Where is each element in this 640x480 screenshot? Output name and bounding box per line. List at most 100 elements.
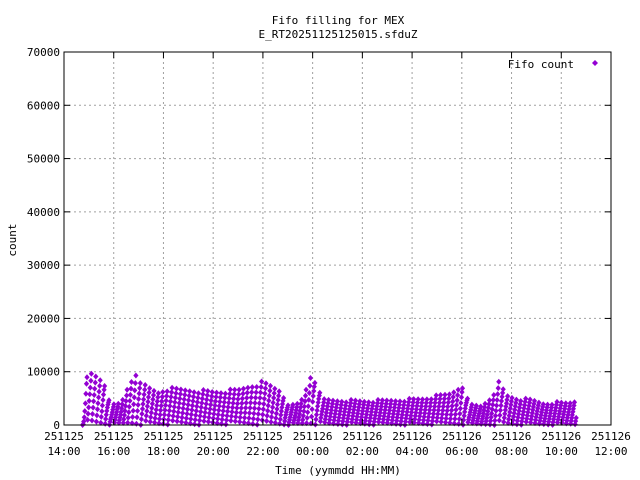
data-point [478, 403, 484, 410]
data-point [456, 416, 462, 422]
data-point [412, 416, 418, 423]
data-point [262, 390, 268, 397]
data-point [517, 404, 523, 411]
data-point [231, 395, 237, 402]
data-point [430, 414, 436, 421]
data-point [177, 391, 183, 397]
data-point [362, 417, 368, 424]
data-point [246, 410, 253, 416]
data-point [232, 418, 238, 425]
data-point [181, 396, 187, 403]
data-point [563, 400, 569, 407]
data-point [240, 385, 247, 392]
data-point [558, 402, 564, 409]
data-point [169, 389, 175, 396]
data-point [421, 413, 427, 420]
data-point [323, 413, 329, 419]
data-point [276, 388, 282, 395]
data-point [343, 402, 349, 409]
data-point [411, 396, 417, 403]
data-point [290, 401, 296, 408]
data-point [83, 390, 89, 397]
data-point [278, 412, 284, 418]
legend: Fifo count [508, 58, 598, 71]
data-point [449, 403, 455, 409]
data-point [468, 404, 474, 411]
x-tick-time: 14:00 [47, 445, 80, 458]
data-point [89, 417, 95, 424]
data-point [363, 414, 369, 421]
data-point [292, 412, 298, 419]
data-point [94, 406, 101, 413]
data-point [552, 410, 558, 417]
data-point [103, 411, 109, 418]
data-point [378, 406, 384, 413]
data-point [395, 411, 401, 418]
data-point [490, 401, 496, 408]
data-point [407, 415, 413, 422]
data-point [206, 414, 212, 421]
data-point [368, 408, 374, 415]
data-point [150, 392, 157, 399]
data-point [388, 401, 394, 407]
data-point [83, 380, 90, 387]
data-point [329, 403, 335, 410]
data-point [142, 386, 148, 393]
data-point [304, 420, 310, 427]
data-point [194, 399, 200, 406]
data-point [276, 392, 282, 399]
data-point [546, 415, 552, 422]
data-point [379, 400, 385, 407]
data-point [415, 396, 421, 403]
data-point [493, 407, 499, 414]
data-point [450, 394, 456, 400]
data-point [269, 409, 275, 416]
data-point [144, 403, 150, 410]
data-point [261, 401, 267, 407]
data-point [134, 407, 141, 414]
data-point [400, 405, 406, 412]
data-point [144, 408, 150, 414]
data-point [408, 412, 414, 419]
data-point [472, 409, 478, 416]
data-point [124, 386, 130, 393]
data-point [149, 405, 155, 412]
data-point [339, 398, 345, 405]
data-point [192, 421, 198, 428]
data-point [505, 420, 511, 426]
data-point [399, 414, 405, 421]
data-point [111, 401, 117, 408]
data-point [106, 397, 112, 404]
data-point [259, 417, 265, 424]
data-point [225, 404, 231, 411]
data-point [183, 415, 189, 422]
data-point [97, 382, 103, 389]
data-point [167, 403, 173, 409]
data-point [149, 400, 155, 407]
data-point [432, 403, 438, 410]
data-point [220, 407, 226, 414]
data-point [428, 396, 434, 403]
data-point [257, 394, 263, 401]
data-point [306, 390, 312, 396]
data-point [390, 410, 396, 417]
data-point [209, 389, 215, 395]
data-point [165, 416, 171, 423]
data-point [251, 410, 257, 417]
data-point [183, 419, 189, 426]
data-point [259, 378, 265, 385]
x-tick-date: 251125 [94, 430, 134, 443]
data-point [239, 395, 245, 402]
data-point [236, 391, 242, 398]
data-point [412, 412, 418, 419]
data-point [294, 404, 300, 411]
data-point [310, 398, 316, 405]
data-point [529, 410, 535, 416]
data-point [441, 399, 447, 406]
data-point [300, 416, 306, 423]
data-point [128, 379, 135, 385]
data-point [273, 410, 279, 417]
data-point [499, 393, 505, 400]
data-point [396, 404, 402, 411]
data-point [170, 413, 176, 419]
